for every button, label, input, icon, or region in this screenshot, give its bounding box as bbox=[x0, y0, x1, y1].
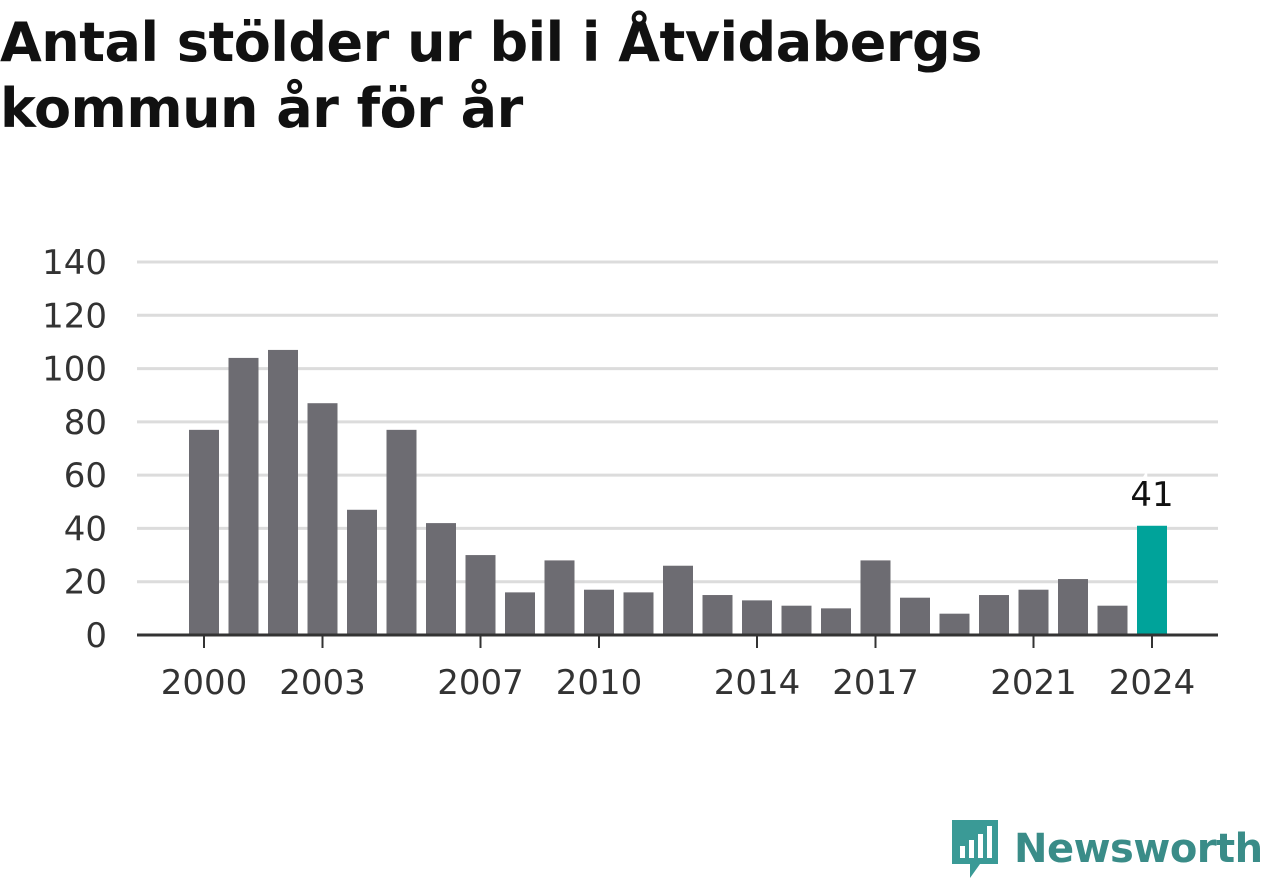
x-tick-label: 2024 bbox=[1109, 663, 1196, 703]
y-tick-label: 60 bbox=[64, 456, 107, 496]
brand-logo: Newsworthy bbox=[950, 818, 1262, 880]
y-tick-label: 0 bbox=[85, 616, 107, 656]
y-tick-label: 40 bbox=[64, 509, 107, 549]
bar-2012 bbox=[663, 565, 693, 635]
newsworthy-logo-icon bbox=[952, 820, 998, 878]
bar-2011 bbox=[623, 592, 654, 635]
y-tick-label: 80 bbox=[64, 403, 107, 443]
bar-2019 bbox=[939, 613, 970, 635]
x-tick-label: 2014 bbox=[714, 663, 801, 703]
bars bbox=[189, 349, 1167, 635]
x-tick-label: 2017 bbox=[832, 663, 919, 703]
bar-2006 bbox=[426, 523, 456, 635]
x-tick-label: 2000 bbox=[161, 663, 248, 703]
bar-2024 bbox=[1137, 525, 1167, 635]
highlight-value-label: 41 bbox=[1130, 475, 1173, 515]
x-tick-label: 2007 bbox=[437, 663, 524, 703]
bar-2002 bbox=[268, 349, 298, 635]
y-tick-label: 120 bbox=[42, 296, 107, 336]
x-tick-label: 2003 bbox=[279, 663, 366, 703]
bar-2013 bbox=[702, 595, 733, 635]
bar-2010 bbox=[584, 589, 614, 635]
bar-2005 bbox=[386, 429, 417, 635]
chart-title: Antal stölder ur bil i Åtvidabergs kommu… bbox=[0, 11, 982, 140]
y-tick-label: 20 bbox=[64, 563, 107, 603]
bar-2018 bbox=[900, 597, 930, 635]
bar-2016 bbox=[821, 608, 851, 635]
x-tick-label: 2010 bbox=[556, 663, 643, 703]
bar-2014 bbox=[742, 600, 772, 635]
bar-2021 bbox=[1018, 589, 1049, 635]
x-tick-label: 2021 bbox=[990, 663, 1077, 703]
y-tick-label: 140 bbox=[42, 243, 107, 283]
x-axis: 2000 2003 2007 2010 2014 2017 2021 2024 bbox=[137, 633, 1218, 703]
bar-2020 bbox=[979, 595, 1009, 635]
y-tick-label: 100 bbox=[42, 350, 107, 390]
bar-2009 bbox=[544, 560, 575, 635]
bar-2003 bbox=[307, 403, 338, 635]
bar-2001 bbox=[228, 357, 259, 635]
bar-2007 bbox=[465, 555, 496, 635]
bar-2017 bbox=[860, 560, 891, 635]
bar-2000 bbox=[189, 429, 219, 635]
y-axis-ticks: 0 20 40 60 80 100 120 140 bbox=[42, 243, 107, 656]
bar-2004 bbox=[347, 509, 377, 635]
bar-2008 bbox=[505, 592, 535, 635]
grid-lines bbox=[137, 260, 1218, 584]
bar-2015 bbox=[781, 605, 812, 635]
brand-name: Newsworthy bbox=[1014, 826, 1262, 872]
bar-2023 bbox=[1097, 605, 1128, 635]
bar-2022 bbox=[1058, 579, 1088, 635]
data-labels: 41 bbox=[1126, 471, 1177, 519]
